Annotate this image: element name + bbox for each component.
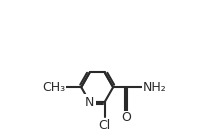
Text: CH₃: CH₃ [42,81,65,94]
Text: O: O [121,111,131,124]
Text: Cl: Cl [99,119,111,132]
Text: NH₂: NH₂ [142,81,166,94]
Text: N: N [85,96,94,109]
